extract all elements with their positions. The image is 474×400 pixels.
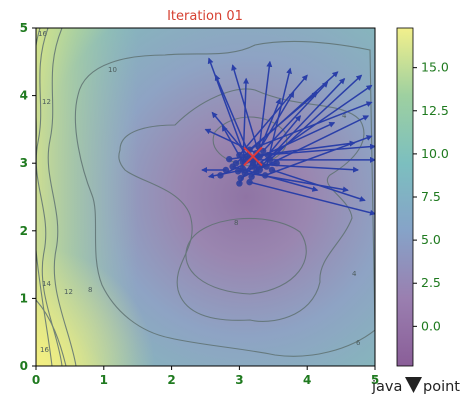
x-tick-label: 0 (32, 373, 40, 387)
contour-label: 8 (88, 286, 92, 294)
particle-point (217, 172, 224, 179)
particle-point (256, 166, 263, 174)
velocity-arrow (238, 91, 295, 184)
global-minimum-cross-b (243, 146, 263, 167)
velocity-arrow (271, 169, 366, 202)
contour-label: 14 (42, 280, 51, 288)
y-tick-label: 4 (20, 89, 28, 103)
contour-label: 12 (42, 98, 51, 106)
particle-point (237, 174, 244, 182)
particle-point (229, 163, 236, 170)
particle-point (236, 180, 243, 187)
logo-triangle-icon (405, 377, 422, 393)
particle-point (241, 170, 249, 177)
colorbar-tick-label: 10.0 (421, 146, 449, 161)
colorbar-tick-label: 5.0 (421, 232, 441, 247)
chart-title: Iteration 01 (167, 9, 243, 24)
contour-labels: 16 10 12 4 8 4 14 12 8 6 16 (38, 30, 361, 354)
contour-inner-bottom (185, 217, 307, 295)
velocity-arrow (258, 101, 373, 147)
velocity-arrow (235, 71, 339, 164)
velocity-arrow (249, 181, 375, 216)
velocity-arrow (244, 84, 373, 174)
y-tick-label: 5 (20, 21, 28, 35)
contour-label: 8 (234, 219, 238, 227)
velocity-arrow (231, 64, 261, 157)
contour-label: 4 (352, 270, 357, 278)
y-axis: 0 1 2 3 4 5 (20, 21, 36, 373)
heatmap-corner-peak (36, 28, 375, 366)
contour-label: 12 (64, 288, 73, 296)
x-axis: 0 1 2 3 4 5 (32, 366, 379, 387)
particle-point (261, 172, 269, 179)
particle-point (248, 173, 255, 180)
particle-point (226, 155, 233, 163)
particle-point (273, 160, 280, 167)
particle-point (234, 168, 242, 175)
particle-point (259, 147, 267, 155)
colorbar-tick-label: 7.5 (421, 189, 441, 204)
x-tick-label: 2 (167, 373, 175, 387)
colorbar-tick-label: 0.0 (421, 318, 441, 333)
particle-point (263, 163, 270, 170)
y-tick-label: 1 (20, 291, 28, 305)
velocity-arrow (220, 121, 336, 177)
contour-label: 4 (342, 112, 347, 120)
particle-point (222, 166, 230, 174)
particle-point (246, 178, 253, 186)
contour-label: 10 (108, 66, 117, 74)
particles (217, 143, 280, 187)
colorbar-tick-label: 12.5 (421, 103, 449, 118)
colorbar-ticks: 0.0 2.5 5.0 7.5 10.0 12.5 15.0 (413, 60, 449, 333)
contour-left-1 (47, 28, 77, 366)
particle-point (239, 158, 246, 166)
particle-point (255, 143, 262, 150)
contour-bottom-left-arc (36, 299, 67, 366)
x-tick-label: 5 (371, 373, 379, 387)
global-minimum-marker (243, 146, 263, 167)
contour-outer (74, 40, 375, 357)
y-tick-label: 3 (20, 156, 28, 170)
y-tick-label: 0 (20, 359, 28, 373)
particle-point (268, 166, 276, 174)
colorbar-gradient (396, 27, 414, 367)
velocity-arrow (267, 115, 302, 156)
particle-point (264, 151, 272, 159)
colorbar-tick-label: 15.0 (421, 60, 449, 75)
contour-left-2 (36, 28, 63, 366)
javatpoint-logo: java point (371, 377, 460, 395)
logo-text-before: java (371, 379, 402, 395)
contour-middle (118, 88, 365, 322)
colorbar: 0.0 2.5 5.0 7.5 10.0 12.5 15.0 (396, 27, 449, 367)
colorbar-tick-label: 2.5 (421, 275, 441, 290)
velocity-arrow (242, 77, 249, 169)
particle-point (244, 153, 251, 160)
particle-point (236, 151, 243, 159)
plot-area: 16 10 12 4 8 4 14 12 8 6 16 (35, 27, 376, 367)
y-tick-label: 2 (20, 224, 28, 238)
x-tick-label: 3 (235, 373, 243, 387)
logo-text-after: point (423, 379, 460, 395)
contour-label: 16 (40, 346, 49, 354)
particle-point (249, 163, 257, 170)
contour-label: 6 (356, 339, 361, 347)
plot-border (35, 27, 376, 367)
x-tick-label: 1 (100, 373, 108, 387)
x-tick-label: 4 (303, 373, 311, 387)
contour-label: 16 (38, 30, 47, 38)
